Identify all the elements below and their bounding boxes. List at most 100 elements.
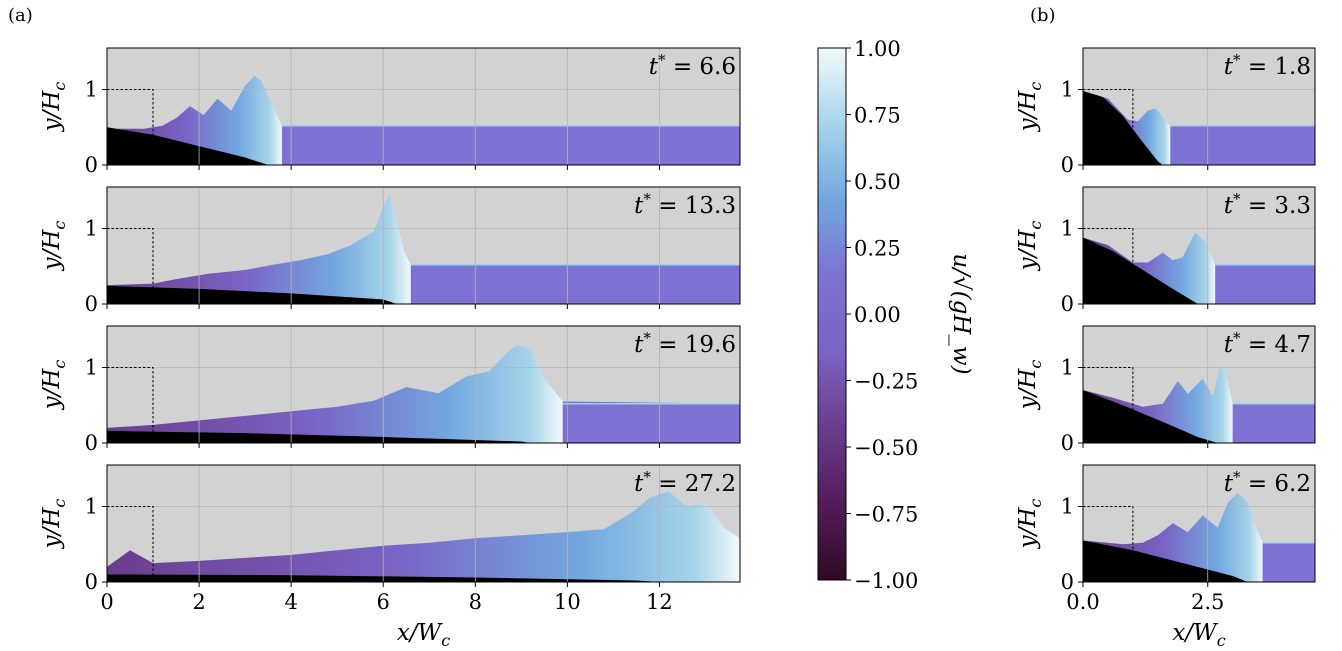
panel-label-a: (a) bbox=[8, 5, 33, 26]
granular-bed-region bbox=[107, 285, 398, 304]
x-axis-label: x/Wc bbox=[397, 620, 450, 650]
snapshot-panel-b: 0 1 y/Hc t* = 3.3 bbox=[1015, 186, 1316, 316]
x-tick-label: 6 bbox=[377, 590, 390, 614]
x-tick-label: 12 bbox=[646, 590, 673, 614]
y-axis-label: y/Hc bbox=[1015, 360, 1045, 411]
x-tick-label: 10 bbox=[554, 590, 581, 614]
axes-frame bbox=[106, 186, 741, 305]
plot-area bbox=[1083, 187, 1315, 304]
y-tick-label: 1 bbox=[1061, 495, 1074, 519]
x-axis-label: x/Wc bbox=[1172, 620, 1225, 650]
ambient-water-region bbox=[1262, 542, 1315, 582]
initial-column-outline bbox=[1083, 367, 1134, 443]
colorbar-tick-label: −1.00 bbox=[854, 569, 918, 593]
colorbar-tick-label: 0.50 bbox=[854, 170, 901, 194]
colorbar-tick-label: 0.00 bbox=[854, 303, 901, 327]
snapshot-panel-b: 0 1 0.0 2.5 y/Hc t* = 6.2 bbox=[1015, 464, 1316, 614]
initial-column-outline bbox=[107, 506, 154, 582]
axes-frame bbox=[1082, 325, 1316, 444]
y-tick-label: 1 bbox=[85, 78, 98, 102]
colorbar-label: u/√(gH_w) bbox=[948, 253, 974, 374]
axes-frame bbox=[1082, 47, 1316, 166]
y-axis-label: y/Hc bbox=[39, 360, 69, 411]
axes-frame bbox=[106, 464, 741, 583]
ambient-water-region bbox=[410, 264, 740, 304]
y-tick-label: 0 bbox=[1061, 292, 1074, 316]
plot-area bbox=[1083, 326, 1315, 443]
granular-bed-region bbox=[1083, 540, 1248, 582]
snapshot-panel-a: 010 2 4 6 8 10 12y/Hct* = 27.2 bbox=[39, 464, 741, 614]
axes-frame bbox=[1082, 464, 1316, 583]
colorbar: −1.00 −0.75 −0.50 −0.25 0.00 0.25 0.50 0.75 1.00… bbox=[817, 37, 974, 593]
collapse-flow-region bbox=[107, 194, 411, 304]
time-annotation: t* = 3.3 bbox=[1224, 190, 1311, 219]
y-tick-label: 0 bbox=[85, 570, 98, 594]
y-tick-label: 0 bbox=[85, 431, 98, 455]
colorbar-tick-label: 1.00 bbox=[854, 37, 901, 61]
y-tick-label: 1 bbox=[85, 356, 98, 380]
panel-label-b: (b) bbox=[1030, 5, 1056, 26]
colorbar-tick-label: −0.25 bbox=[854, 370, 918, 394]
y-tick-label: 0 bbox=[1061, 431, 1074, 455]
panel-a: 0 1 y/Hc t* = 6.6 0 1 y/Hc t* = 13.3 0 1 y/Hc t* = … bbox=[39, 47, 741, 650]
time-annotation: t* = 6.6 bbox=[649, 51, 736, 80]
y-tick-label: 0 bbox=[85, 292, 98, 316]
initial-column-outline bbox=[1083, 506, 1134, 582]
initial-column-outline bbox=[1083, 89, 1134, 165]
axes-frame bbox=[106, 325, 741, 444]
y-axis-label: y/Hc bbox=[1015, 221, 1045, 272]
initial-column-outline bbox=[107, 367, 154, 443]
snapshot-panel-b: 0 1 y/Hc t* = 1.8 bbox=[1015, 47, 1316, 177]
granular-bed-region bbox=[107, 127, 269, 165]
y-tick-label: 1 bbox=[85, 495, 98, 519]
x-tick-label: 2 bbox=[192, 590, 205, 614]
y-tick-label: 0 bbox=[85, 153, 98, 177]
collapse-flow-region bbox=[107, 344, 563, 443]
y-axis-label: y/Hc bbox=[39, 499, 69, 550]
plot-area bbox=[1083, 48, 1315, 165]
initial-column-outline bbox=[1083, 228, 1134, 304]
time-annotation: t* = 27.2 bbox=[634, 468, 736, 497]
y-tick-label: 1 bbox=[1061, 217, 1074, 241]
x-tick-label: 8 bbox=[469, 590, 482, 614]
plot-area bbox=[107, 187, 740, 304]
y-axis-label: y/Hc bbox=[39, 221, 69, 272]
colorbar-tick-label: −0.75 bbox=[854, 503, 918, 527]
time-annotation: t* = 1.8 bbox=[1224, 51, 1311, 80]
colorbar-tick-label: 0.25 bbox=[854, 237, 901, 261]
y-axis-label: y/Hc bbox=[1015, 499, 1045, 550]
granular-bed-region bbox=[107, 430, 531, 443]
granular-bed-region bbox=[1083, 390, 1218, 443]
y-axis-label: y/Hc bbox=[1015, 82, 1045, 133]
snapshot-panel-a: 0 1 y/Hc t* = 6.6 bbox=[39, 47, 741, 177]
time-annotation: t* = 6.2 bbox=[1224, 468, 1311, 497]
initial-column-outline bbox=[107, 228, 154, 304]
time-annotation: t* = 4.7 bbox=[1224, 329, 1311, 358]
snapshot-panel-a: 0 1 y/Hc t* = 13.3 bbox=[39, 186, 741, 316]
plot-area bbox=[107, 465, 740, 582]
x-tick-label: 4 bbox=[284, 590, 297, 614]
ambient-water-region bbox=[1170, 125, 1315, 165]
y-tick-label: 0 bbox=[1061, 153, 1074, 177]
plot-area bbox=[1083, 465, 1315, 582]
colorbar-tick-label: −0.50 bbox=[854, 436, 918, 460]
snapshot-panel-b: 0 1 y/Hc t* = 4.7 bbox=[1015, 325, 1316, 455]
y-tick-label: 1 bbox=[1061, 78, 1074, 102]
ambient-water-region bbox=[562, 401, 740, 443]
x-tick-label: 0 bbox=[100, 590, 113, 614]
plot-area bbox=[107, 48, 740, 165]
colorbar-tick-label: 0.75 bbox=[854, 104, 901, 128]
plot-area bbox=[107, 326, 740, 443]
y-tick-label: 1 bbox=[1061, 356, 1074, 380]
time-annotation: t* = 13.3 bbox=[634, 190, 736, 219]
x-tick-label: 0.0 bbox=[1066, 590, 1099, 614]
granular-bed-region bbox=[1083, 237, 1198, 304]
ambient-water-region bbox=[281, 125, 740, 165]
colorbar-gradient bbox=[817, 47, 847, 581]
axes-frame bbox=[106, 47, 741, 166]
axes-frame bbox=[1082, 186, 1316, 305]
ambient-water-region bbox=[1215, 264, 1315, 304]
initial-column-outline bbox=[107, 89, 154, 165]
panel-b: 0 1 y/Hc t* = 1.8 0 1 y/Hc t* = 3.3 0 1 y/Hc t* = 4… bbox=[1015, 47, 1316, 650]
